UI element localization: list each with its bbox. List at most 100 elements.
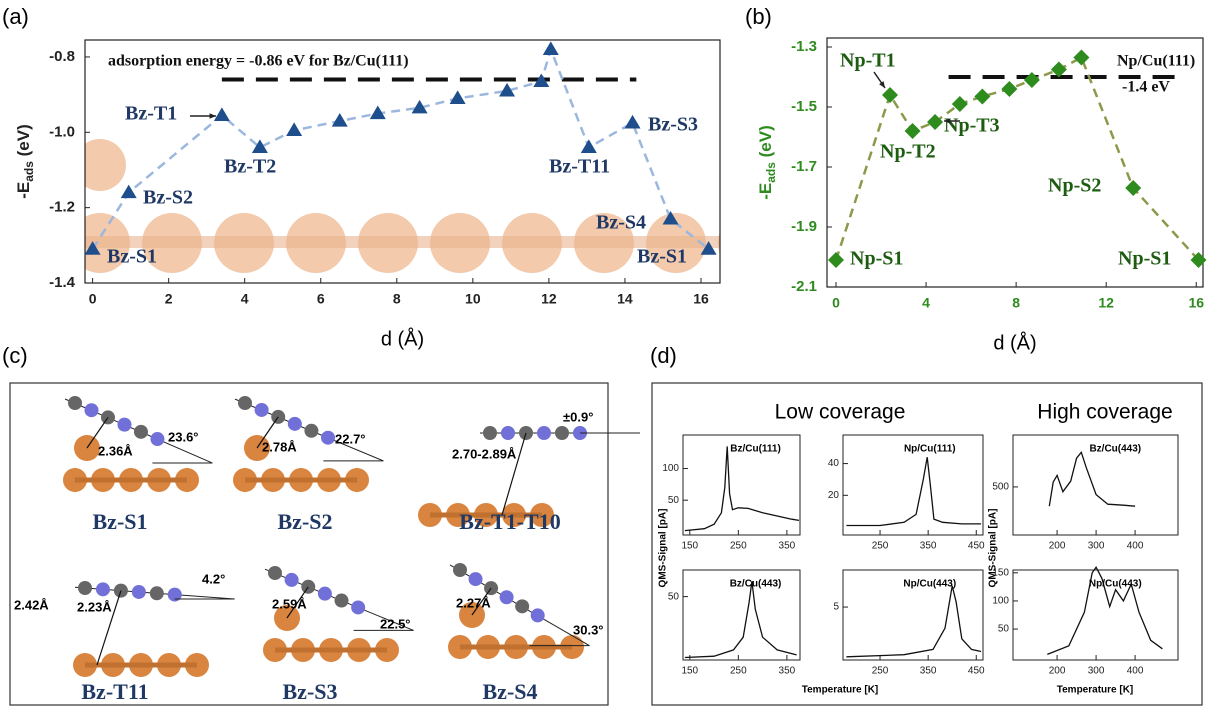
molecule-atom (117, 418, 131, 432)
molecule-atom (150, 432, 164, 446)
data-marker (1125, 180, 1141, 196)
y-tick-label: -1.0 (49, 123, 75, 140)
y-tick-label: 20 (828, 490, 840, 501)
y-tick-label: -1.9 (791, 218, 817, 235)
annotation: Np-T2 (880, 141, 936, 163)
data-marker (974, 89, 990, 105)
y-axis-label-part: -E (756, 183, 775, 200)
structure-label: Bz-S1 (93, 509, 148, 534)
data-marker (332, 113, 348, 127)
data-marker (952, 96, 968, 112)
figure: (a)(b)(c)(d)0246810121416-1.4-1.2-1.0-0.… (0, 0, 1208, 710)
measurement: 22.5° (380, 616, 411, 631)
y-tick-label: -1.4 (49, 274, 76, 291)
measurement: 30.3° (573, 622, 604, 637)
annotation: Bz-S3 (648, 114, 698, 136)
annotation: Np-S2 (1048, 175, 1101, 197)
y-tick-label: -1.7 (791, 158, 817, 175)
annotation: Np/Cu(111) (1117, 53, 1195, 70)
panel-label: (c) (2, 343, 28, 368)
data-line (846, 586, 981, 657)
x-tick-label: 350 (779, 541, 796, 552)
copper-atom (718, 213, 778, 273)
y-axis-label-part: -E (14, 182, 33, 199)
y-tick-label: 50 (668, 495, 680, 506)
x-tick-label: 250 (872, 541, 889, 552)
y-axis-label-part: (eV) (756, 125, 775, 162)
annotation: -1.4 eV (1122, 79, 1170, 96)
x-tick-label: 350 (779, 666, 796, 677)
x-tick-label: 10 (465, 291, 481, 307)
heading: High coverage (1037, 401, 1172, 424)
structure-label: Bz-S2 (278, 509, 333, 534)
x-tick-label: 4 (922, 295, 930, 311)
x-tick-label: 16 (1188, 295, 1204, 311)
molecule-atom (453, 563, 467, 577)
copper-bond (85, 236, 720, 248)
y-tick-label: -0.8 (49, 48, 75, 65)
y-axis-label: -Eads (eV) (14, 124, 36, 199)
data-marker (882, 87, 898, 103)
x-tick-label: 300 (1088, 541, 1105, 552)
molecule-atom (555, 426, 569, 440)
x-tick-label: 350 (920, 541, 937, 552)
y-axis-label: -Eads (eV) (756, 125, 778, 200)
x-tick-label: 150 (681, 666, 698, 677)
x-tick-label: 6 (317, 291, 325, 307)
subplot-title: Np/Cu(443) (903, 579, 956, 590)
measurement: 2.70-2.89Å (452, 446, 517, 461)
molecule-atom (531, 608, 545, 622)
y-axis-label-part: (eV) (14, 124, 33, 161)
x-axis-label: d (Å) (993, 331, 1036, 354)
molecule-atom (268, 566, 282, 580)
annotation: Bz-S1 (107, 246, 157, 268)
molecule-atom (318, 587, 332, 601)
measurement: 2.78Å (262, 439, 297, 454)
y-tick-label: 40 (828, 458, 840, 469)
x-tick-label: 250 (730, 541, 747, 552)
x-tick-label: 12 (541, 291, 557, 307)
y-tick-label: -2.1 (791, 278, 817, 295)
pointer-head (210, 113, 216, 118)
measurement: 23.6° (168, 429, 199, 444)
data-marker (450, 90, 466, 104)
data-line (846, 457, 981, 525)
measurement: 2.59Å (272, 596, 307, 611)
panel-label: (b) (745, 4, 772, 29)
x-tick-label: 400 (1127, 666, 1144, 677)
annotation: Np-S1 (1118, 248, 1171, 270)
molecule-atom (321, 431, 335, 445)
data-marker (828, 252, 844, 268)
annotation: Bz-T2 (224, 156, 276, 178)
x-tick-label: 8 (393, 291, 401, 307)
measurement: 2.23Å (77, 599, 112, 614)
copper-atom (74, 139, 126, 191)
x-tick-label: 200 (1049, 666, 1066, 677)
structure-label: Bz-S3 (283, 679, 338, 704)
molecule-atom (68, 396, 82, 410)
molecule-atom (483, 426, 497, 440)
pointer-head (879, 81, 885, 88)
data-line (685, 581, 797, 657)
x-tick-label: 150 (681, 541, 698, 552)
molecule-atom (134, 425, 148, 439)
x-tick-label: 300 (1088, 666, 1105, 677)
molecule-atom (501, 426, 515, 440)
molecule-atom (238, 396, 252, 410)
data-marker (286, 122, 302, 136)
panel-label: (d) (650, 343, 677, 368)
x-tick-label: 4 (241, 291, 249, 307)
x-tick-label: 0 (89, 291, 97, 307)
y-tick-label: -1.3 (791, 38, 817, 55)
molecule-atom (132, 585, 146, 599)
molecule-atom (168, 588, 182, 602)
subplot-title: Bz/Cu(443) (1089, 444, 1141, 455)
data-marker (905, 123, 921, 139)
molecule-atom (255, 403, 269, 417)
distance-line (502, 433, 526, 515)
measurement: 4.2° (202, 571, 225, 586)
structure-label: Bz-T11 (81, 679, 148, 704)
annotation: Bz-S4 (596, 212, 646, 234)
data-marker (625, 115, 641, 129)
x-tick-label: 250 (872, 666, 889, 677)
